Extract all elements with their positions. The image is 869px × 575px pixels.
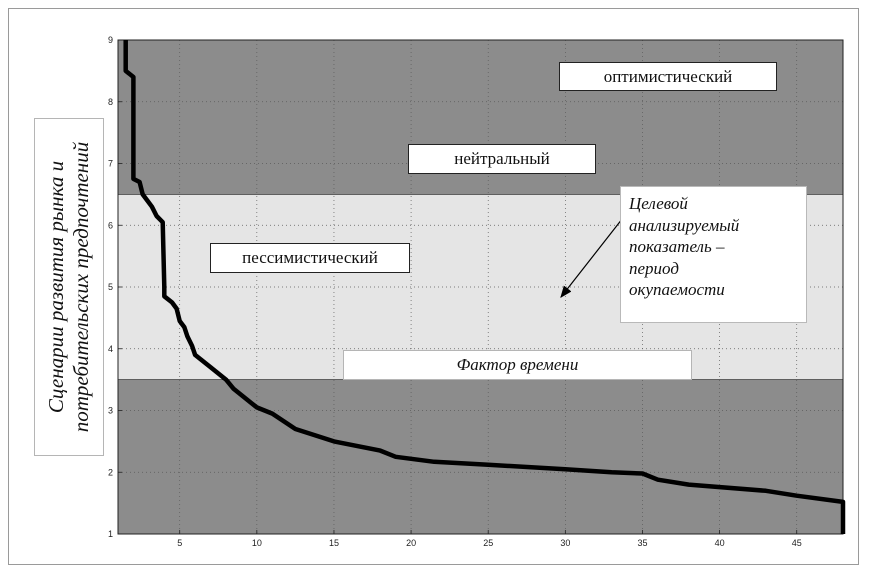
annotation-box: Целевой анализируемый показатель – перио… [620, 186, 807, 323]
label-time-factor: Фактор времени [343, 350, 692, 380]
x-tick-label-30: 30 [560, 538, 570, 548]
x-tick-label-25: 25 [483, 538, 493, 548]
y-tick-label-7: 7 [108, 159, 113, 169]
annotation-line-3: показатель – [629, 237, 725, 256]
x-tick-label-45: 45 [792, 538, 802, 548]
y-tick-label-4: 4 [108, 344, 113, 354]
x-tick-label-15: 15 [329, 538, 339, 548]
label-neutral: нейтральный [408, 144, 596, 174]
x-tick-label-40: 40 [715, 538, 725, 548]
label-optimistic: оптимистический [559, 62, 777, 91]
label-pessimistic: пессимистический [210, 243, 410, 273]
x-tick-label-5: 5 [177, 538, 182, 548]
y-tick-label-5: 5 [108, 282, 113, 292]
x-tick-label-20: 20 [406, 538, 416, 548]
y-tick-label-2: 2 [108, 467, 113, 477]
y-tick-label-9: 9 [108, 35, 113, 45]
y-tick-label-1: 1 [108, 529, 113, 539]
y-tick-label-8: 8 [108, 97, 113, 107]
x-tick-label-35: 35 [637, 538, 647, 548]
annotation-line-2: анализируемый [629, 215, 740, 235]
y-tick-label-3: 3 [108, 406, 113, 416]
y-axis-label-box: Сценарии развития рынка и потребительски… [34, 118, 104, 456]
annotation-line-4: период [629, 258, 679, 278]
annotation-line-1: Целевой [629, 194, 688, 213]
annotation-line-5: окупаемости [629, 280, 725, 299]
band-2 [118, 379, 843, 534]
series-line-0 [123, 40, 846, 534]
y-tick-label-6: 6 [108, 220, 113, 230]
x-tick-label-10: 10 [252, 538, 262, 548]
annotation-arrow [560, 213, 627, 298]
